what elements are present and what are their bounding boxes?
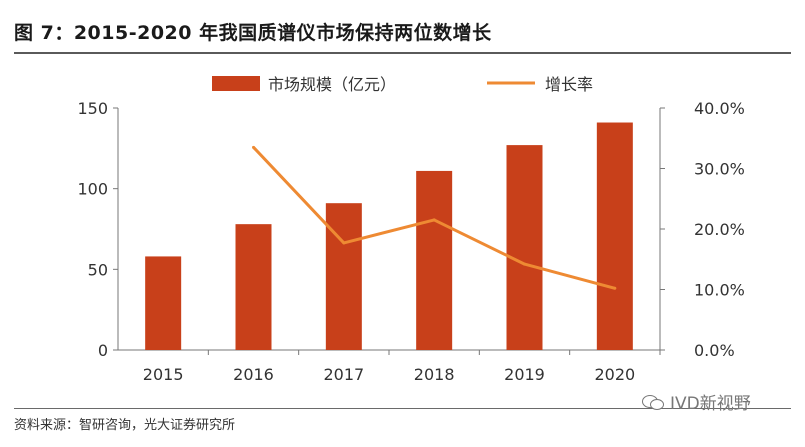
- wechat-icon: [642, 393, 664, 411]
- y-tick-label-left: 0: [98, 341, 108, 360]
- growth-point: [613, 286, 617, 290]
- y-tick-label-left: 100: [77, 180, 108, 199]
- bar: [235, 224, 272, 350]
- y-tick-label-right: 10.0%: [694, 281, 745, 300]
- watermark-text: IVD新视野: [670, 394, 751, 414]
- legend-swatch-bar: [212, 76, 260, 91]
- x-tick-label: 2020: [594, 365, 635, 384]
- legend-label-bar: 市场规模（亿元）: [268, 75, 396, 94]
- bar: [416, 170, 453, 350]
- x-tick-label: 2019: [504, 365, 545, 384]
- legend-label-line: 增长率: [545, 75, 593, 94]
- bar: [325, 203, 362, 350]
- title-divider: [14, 52, 791, 54]
- x-tick-label: 2018: [414, 365, 455, 384]
- y-tick-label-right: 40.0%: [694, 99, 745, 118]
- growth-point: [252, 145, 255, 149]
- bar: [506, 145, 543, 350]
- chart-title: 图 7：2015-2020 年我国质谱仪市场保持两位数增长: [14, 22, 492, 44]
- y-tick-label-left: 150: [77, 99, 108, 118]
- watermark: IVD新视野: [642, 389, 751, 414]
- y-tick-label-right: 30.0%: [694, 160, 745, 179]
- bar: [596, 122, 633, 351]
- x-tick-label: 2015: [143, 365, 184, 384]
- source-note: 资料来源：智研咨询，光大证券研究所: [14, 418, 236, 433]
- source-divider: [14, 408, 791, 409]
- growth-point: [523, 262, 526, 266]
- x-tick-label: 2017: [323, 365, 364, 384]
- y-tick-label-right: 20.0%: [694, 220, 745, 239]
- y-tick-label-left: 50: [88, 260, 108, 279]
- x-tick-label: 2016: [233, 365, 274, 384]
- growth-point: [342, 241, 346, 245]
- y-tick-label-right: 0.0%: [694, 341, 735, 360]
- bar: [145, 256, 182, 350]
- growth-point: [432, 218, 436, 222]
